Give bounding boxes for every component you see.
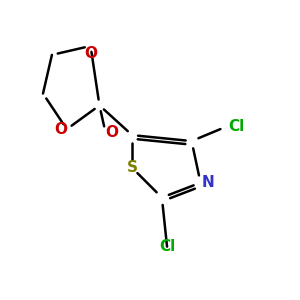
Text: O: O bbox=[105, 125, 118, 140]
Text: O: O bbox=[84, 46, 97, 61]
Text: O: O bbox=[54, 122, 67, 137]
Text: S: S bbox=[127, 160, 138, 175]
Text: Cl: Cl bbox=[228, 119, 244, 134]
Text: N: N bbox=[202, 175, 214, 190]
Text: Cl: Cl bbox=[160, 239, 176, 254]
